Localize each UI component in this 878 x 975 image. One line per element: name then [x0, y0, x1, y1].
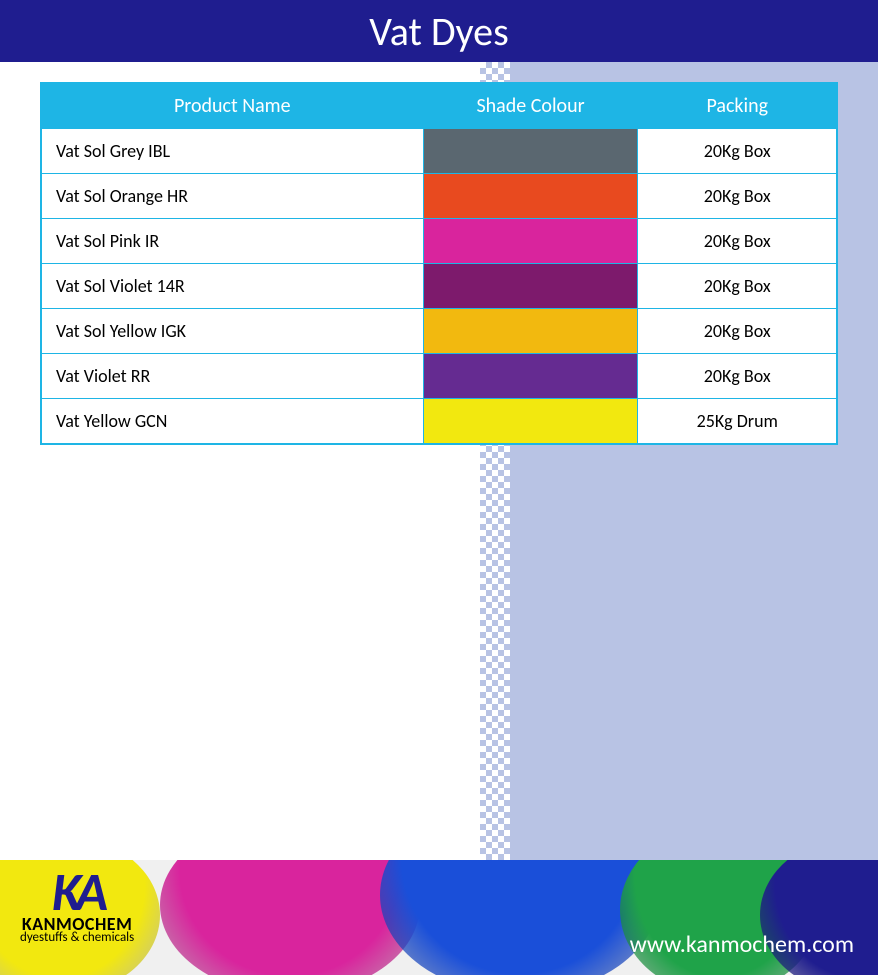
- logo-initials: KA: [20, 865, 134, 919]
- packing-cell: 20Kg Box: [638, 354, 837, 399]
- col-header-packing: Packing: [638, 83, 837, 129]
- packing-cell: 20Kg Box: [638, 129, 837, 174]
- product-name-cell: Vat Yellow GCN: [41, 399, 423, 445]
- packing-cell: 20Kg Box: [638, 174, 837, 219]
- page-title: Vat Dyes: [369, 7, 508, 56]
- shade-colour-cell: [423, 399, 638, 445]
- table-row: Vat Sol Pink IR 20Kg Box: [41, 219, 837, 264]
- packing-cell: 25Kg Drum: [638, 399, 837, 445]
- table-row: Vat Sol Yellow IGK 20Kg Box: [41, 309, 837, 354]
- col-header-shade-colour: Shade Colour: [423, 83, 638, 129]
- colour-swatch: [424, 309, 638, 353]
- packing-cell: 20Kg Box: [638, 219, 837, 264]
- table-row: Vat Yellow GCN 25Kg Drum: [41, 399, 837, 445]
- table-row: Vat Violet RR 20Kg Box: [41, 354, 837, 399]
- shade-colour-cell: [423, 354, 638, 399]
- shade-colour-cell: [423, 129, 638, 174]
- product-name-cell: Vat Sol Grey IBL: [41, 129, 423, 174]
- table-header-row: Product Name Shade Colour Packing: [41, 83, 837, 129]
- col-header-product-name: Product Name: [41, 83, 423, 129]
- page-header: Vat Dyes: [0, 0, 878, 62]
- shade-colour-cell: [423, 174, 638, 219]
- colour-swatch: [424, 264, 638, 308]
- product-name-cell: Vat Sol Violet 14R: [41, 264, 423, 309]
- product-name-cell: Vat Sol Yellow IGK: [41, 309, 423, 354]
- colour-swatch: [424, 174, 638, 218]
- company-logo: KA KANMOCHEM dyestuffs & chemicals: [20, 865, 134, 944]
- shade-colour-cell: [423, 309, 638, 354]
- colour-swatch: [424, 219, 638, 263]
- table-row: Vat Sol Grey IBL 20Kg Box: [41, 129, 837, 174]
- colour-swatch: [424, 129, 638, 173]
- product-name-cell: Vat Violet RR: [41, 354, 423, 399]
- product-name-cell: Vat Sol Orange HR: [41, 174, 423, 219]
- logo-tagline: dyestuffs & chemicals: [20, 931, 134, 944]
- content-area: Product Name Shade Colour Packing Vat So…: [0, 62, 878, 445]
- products-table: Product Name Shade Colour Packing Vat So…: [40, 82, 838, 445]
- colour-swatch: [424, 354, 638, 398]
- footer-website-url: www.kanmochem.com: [630, 930, 854, 959]
- table-row: Vat Sol Orange HR 20Kg Box: [41, 174, 837, 219]
- page-footer: KA KANMOCHEM dyestuffs & chemicals www.k…: [0, 860, 878, 975]
- packing-cell: 20Kg Box: [638, 309, 837, 354]
- table-row: Vat Sol Violet 14R 20Kg Box: [41, 264, 837, 309]
- packing-cell: 20Kg Box: [638, 264, 837, 309]
- product-name-cell: Vat Sol Pink IR: [41, 219, 423, 264]
- powder-pile: [380, 860, 660, 975]
- shade-colour-cell: [423, 219, 638, 264]
- shade-colour-cell: [423, 264, 638, 309]
- colour-swatch: [424, 399, 638, 443]
